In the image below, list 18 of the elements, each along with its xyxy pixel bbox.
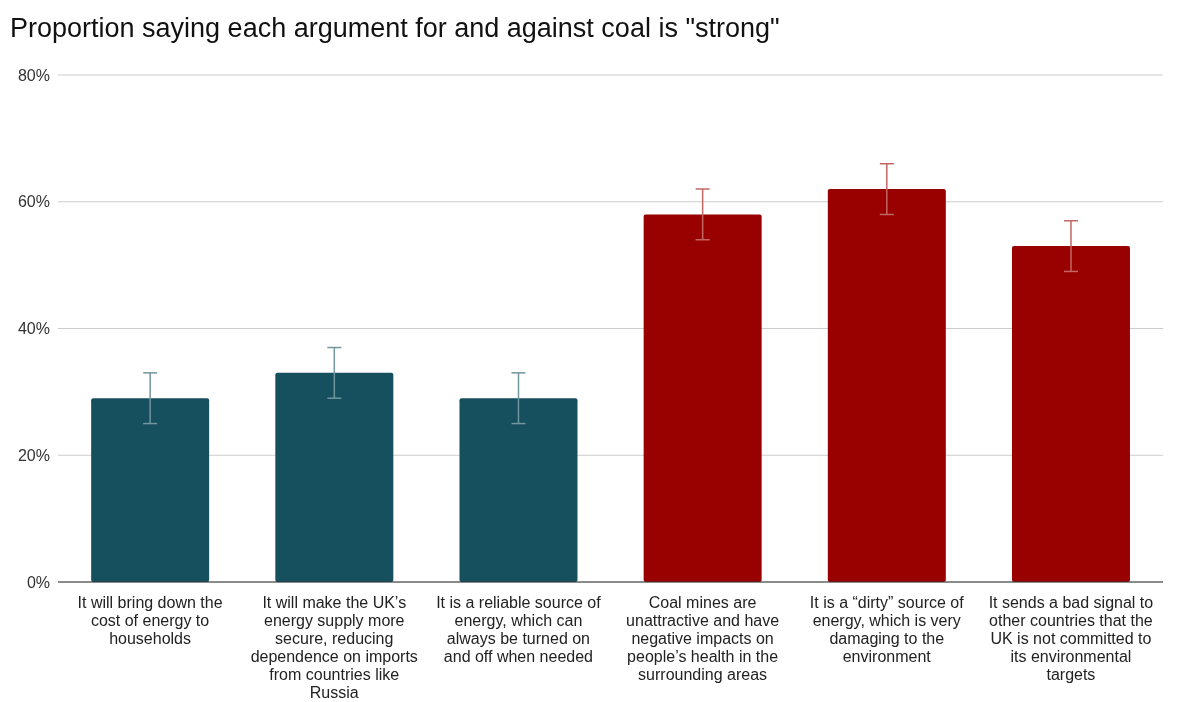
y-tick-label: 20%: [17, 446, 50, 464]
bar: [459, 398, 578, 582]
x-tick-label: It will make the UK’s energy supply more secure, reducing dependence on imports from countries like Russia: [250, 594, 418, 701]
chart-title: Proportion saying each argument for and against coal is "strong": [9, 12, 781, 45]
y-tick-label: 60%: [17, 193, 50, 211]
x-tick-label: It is a “dirty” source of energy, which is very damaging to the environment: [809, 594, 965, 665]
bar: [827, 189, 946, 582]
bar: [643, 214, 762, 582]
y-tick-label: 0%: [26, 573, 50, 591]
bar: [91, 398, 210, 582]
y-tick-label: 40%: [17, 320, 50, 338]
bar: [275, 372, 394, 582]
x-tick-label: Coal mines are unattractive and have negative impacts on people’s health in the surrounding areas: [626, 594, 780, 683]
x-tick-label: It will bring down the cost of energy to households: [77, 594, 223, 647]
bar: [1011, 246, 1130, 582]
x-tick-label: It sends a bad signal to other countries that the UK is not committed to its environmental targets: [988, 594, 1154, 683]
x-tick-label: It is a reliable source of energy, which can always be turned on and off when needed: [436, 594, 602, 665]
y-tick-label: 80%: [17, 66, 50, 84]
